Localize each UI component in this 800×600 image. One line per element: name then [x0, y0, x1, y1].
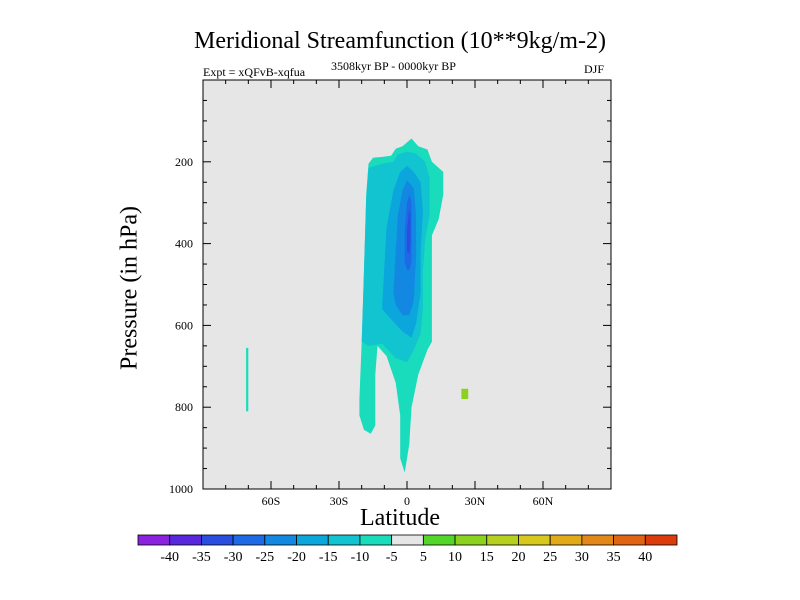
x-tick-label: 60N — [533, 494, 554, 508]
y-tick-label: 1000 — [169, 482, 193, 496]
colorbar-swatch-15 — [613, 534, 646, 546]
colorbar-label: -15 — [319, 550, 338, 565]
colorbar-swatch-9 — [422, 534, 456, 546]
colorbar-label: 20 — [511, 550, 525, 565]
experiment-label: Expt = xQFvB-xqfua — [203, 65, 306, 79]
colorbar-swatch-0 — [137, 534, 171, 546]
x-tick-label: 60S — [262, 494, 281, 508]
colorbar: -40 -35 -30 -25 -20 -15 -10 -5 5 10 15 20 25 30 35 40 — [137, 534, 678, 565]
colorbar-label: -35 — [192, 550, 211, 565]
colorbar-label: -20 — [287, 550, 306, 565]
season-label: DJF — [584, 62, 605, 76]
colorbar-label: 25 — [543, 550, 557, 565]
time-range-label: 3508kyr BP - 0000kyr BP — [331, 59, 456, 73]
colorbar-swatch-1 — [169, 534, 202, 546]
axis-ticks: 60S 30S 0 30N 60N 200 400 600 800 1000 — [169, 80, 612, 508]
colorbar-swatch-13 — [549, 534, 583, 546]
chart-title: Meridional Streamfunction (10**9kg/m-2) — [194, 28, 606, 54]
colorbar-swatch-2 — [201, 534, 234, 546]
colorbar-swatch-5 — [296, 534, 329, 546]
colorbar-swatch-7 — [359, 534, 393, 546]
colorbar-swatch-4 — [264, 534, 297, 546]
colorbar-label: 10 — [448, 550, 462, 565]
y-tick-label: 400 — [175, 237, 193, 251]
colorbar-swatch-14 — [581, 534, 614, 546]
x-tick-label: 30N — [465, 494, 486, 508]
colorbar-label: -30 — [224, 550, 243, 565]
colorbar-label: -10 — [351, 550, 370, 565]
x-axis-label: Latitude — [360, 505, 440, 531]
contour-region-7 — [461, 388, 469, 399]
y-tick-label: 800 — [175, 400, 193, 414]
x-tick-label: 0 — [404, 494, 410, 508]
colorbar-swatch-11 — [486, 534, 519, 546]
colorbar-label: 35 — [607, 550, 621, 565]
colorbar-swatch-10 — [454, 534, 488, 546]
colorbar-label: -5 — [386, 550, 398, 565]
colorbar-label: -40 — [160, 550, 179, 565]
colorbar-label: -25 — [255, 550, 274, 565]
colorbar-swatch-12 — [518, 534, 551, 546]
colorbar-label: 40 — [638, 550, 652, 565]
contour-region-6 — [407, 208, 411, 254]
y-tick-label: 600 — [175, 318, 193, 332]
colorbar-swatch-6 — [327, 534, 361, 546]
contour-region-1 — [246, 347, 249, 412]
colorbar-label: 15 — [480, 550, 494, 565]
y-tick-label: 200 — [175, 155, 193, 169]
contour-regions — [246, 138, 469, 473]
colorbar-label: 5 — [420, 550, 427, 565]
colorbar-swatch-16 — [644, 534, 678, 546]
colorbar-label: 30 — [575, 550, 589, 565]
colorbar-swatch-8 — [391, 534, 424, 546]
colorbar-swatch-3 — [232, 534, 266, 546]
x-tick-label: 30S — [330, 494, 349, 508]
